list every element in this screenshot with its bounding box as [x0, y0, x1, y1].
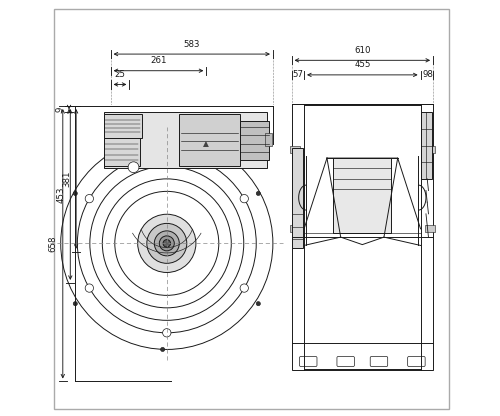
Bar: [104, 112, 266, 168]
Bar: [180, 114, 240, 166]
Circle shape: [163, 240, 170, 247]
Text: 381: 381: [62, 171, 71, 187]
Circle shape: [73, 302, 78, 306]
Bar: [240, 121, 268, 160]
Text: 455: 455: [354, 60, 370, 69]
Bar: [420, 112, 432, 179]
Circle shape: [160, 236, 174, 251]
Circle shape: [256, 191, 260, 196]
FancyBboxPatch shape: [300, 357, 317, 366]
FancyBboxPatch shape: [337, 357, 354, 366]
Text: 453: 453: [56, 186, 66, 203]
Bar: [424, 225, 434, 232]
Circle shape: [256, 302, 260, 306]
Circle shape: [138, 214, 196, 272]
FancyBboxPatch shape: [408, 357, 425, 366]
Bar: [104, 114, 142, 138]
Bar: [290, 146, 300, 153]
Text: 57: 57: [293, 70, 304, 79]
FancyBboxPatch shape: [370, 357, 388, 366]
Bar: [424, 146, 434, 153]
Circle shape: [85, 284, 94, 292]
Circle shape: [147, 223, 187, 263]
Circle shape: [164, 135, 169, 139]
Text: 583: 583: [184, 40, 200, 49]
Circle shape: [73, 191, 78, 196]
Circle shape: [240, 195, 248, 203]
Text: 98: 98: [422, 70, 434, 79]
Circle shape: [162, 150, 171, 158]
Text: 610: 610: [354, 46, 370, 55]
Text: 261: 261: [150, 56, 166, 65]
Circle shape: [85, 195, 94, 203]
Bar: [292, 148, 303, 248]
Text: 9: 9: [55, 106, 64, 112]
Circle shape: [160, 347, 164, 352]
Text: 25: 25: [114, 70, 126, 79]
Bar: [290, 225, 300, 232]
Bar: [292, 104, 433, 370]
Bar: [104, 138, 140, 166]
Circle shape: [128, 162, 139, 173]
Circle shape: [240, 284, 248, 292]
Bar: [333, 158, 392, 233]
Text: ▲: ▲: [204, 139, 210, 148]
Bar: [264, 133, 272, 146]
Circle shape: [154, 231, 180, 256]
Text: 658: 658: [49, 235, 58, 252]
Circle shape: [162, 329, 171, 337]
